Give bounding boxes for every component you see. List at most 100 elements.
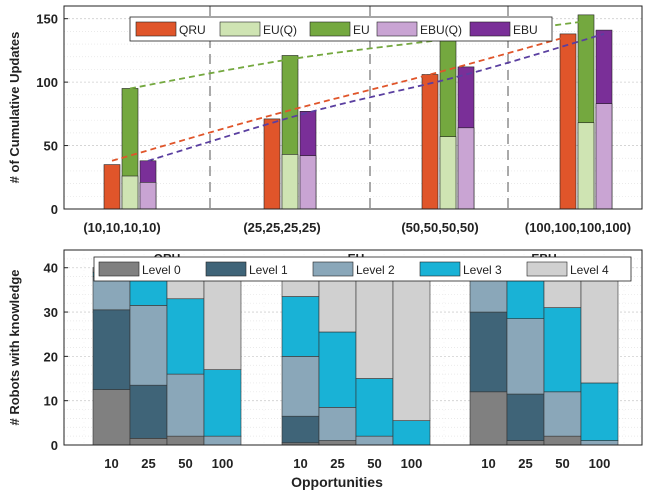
x-tick-label: 10 bbox=[293, 456, 307, 471]
legend-swatch bbox=[469, 21, 511, 37]
stack-segment-level-0 bbox=[166, 435, 205, 446]
stack-segment-level-3 bbox=[392, 420, 431, 446]
stack-segment-level-3 bbox=[543, 307, 582, 393]
stack-segment-level-4 bbox=[392, 267, 431, 421]
stack-segment-level-2 bbox=[543, 391, 582, 437]
legend-swatch bbox=[98, 261, 140, 277]
stack-segment-level-0 bbox=[318, 440, 357, 446]
y-axis-label: # of Cumulative Updates bbox=[7, 32, 22, 184]
plot-frame bbox=[63, 249, 643, 446]
stack-segment-level-2 bbox=[469, 276, 508, 313]
y-tick-label: 50 bbox=[44, 139, 58, 154]
y-axis-label: # Robots with knowledge bbox=[7, 269, 22, 425]
legend-label: Level 3 bbox=[463, 263, 502, 277]
stack-segment-level-1 bbox=[129, 384, 168, 439]
x-tick-label: 10 bbox=[481, 456, 495, 471]
legend-label: QRU bbox=[179, 23, 206, 37]
bar-ebuq bbox=[139, 182, 157, 210]
bar-ebuq bbox=[595, 103, 613, 210]
legend-swatch bbox=[376, 21, 418, 37]
bar-ebuq bbox=[299, 155, 317, 210]
stack-segment-level-3 bbox=[355, 378, 394, 437]
legend-label: Level 2 bbox=[356, 263, 395, 277]
stack-segment-level-4 bbox=[355, 267, 394, 379]
legend-label: EU(Q) bbox=[263, 23, 297, 37]
stack-segment-level-2 bbox=[281, 356, 320, 417]
plot-frame bbox=[63, 5, 643, 210]
bar-qru bbox=[559, 33, 577, 210]
legend-swatch bbox=[219, 21, 261, 37]
stack-segment-level-0 bbox=[469, 391, 508, 446]
legend-swatch bbox=[135, 21, 177, 37]
y-tick-label: 20 bbox=[44, 349, 58, 364]
stack-segment-level-4 bbox=[203, 267, 242, 370]
top-chart: 0 50 100 150 (10,10,10,10) (25,25,25,25) (50,5… bbox=[7, 5, 643, 235]
stack-segment-level-0 bbox=[543, 435, 582, 446]
stack-segment-level-1 bbox=[469, 311, 508, 393]
stack-segment-level-3 bbox=[281, 296, 320, 357]
bottom-chart: QRU102550100EU102550100EBU10255010001020… bbox=[7, 249, 643, 490]
x-tick-label: 25 bbox=[141, 456, 155, 471]
stack-segment-level-0 bbox=[92, 389, 131, 446]
bar-qru bbox=[421, 74, 439, 210]
stack-segment-level-1 bbox=[92, 309, 131, 390]
stack-segment-level-0 bbox=[506, 440, 545, 446]
y-tick-label: 100 bbox=[36, 75, 58, 90]
x-tick-label: 100 bbox=[589, 456, 611, 471]
stack-segment-level-3 bbox=[506, 276, 545, 319]
y-tick-label: 0 bbox=[51, 202, 58, 217]
x-tick-label: 50 bbox=[555, 456, 569, 471]
x-axis-label: Opportunities bbox=[291, 474, 383, 490]
bar-qru bbox=[103, 164, 121, 210]
bar-ebuq bbox=[457, 127, 475, 210]
legend-swatch bbox=[309, 21, 351, 37]
stack-segment-level-2 bbox=[506, 318, 545, 395]
stack-segment-level-2 bbox=[166, 373, 205, 437]
y-tick-label: 10 bbox=[44, 394, 58, 409]
stack-segment-level-2 bbox=[203, 435, 242, 446]
legend-label: Level 1 bbox=[249, 263, 288, 277]
stack-segment-level-2 bbox=[92, 276, 131, 311]
stack-segment-level-2 bbox=[129, 305, 168, 386]
legend-label: Level 4 bbox=[570, 263, 609, 277]
x-tick-label: 50 bbox=[367, 456, 381, 471]
stack-segment-level-3 bbox=[318, 331, 357, 408]
bar-euq bbox=[577, 122, 595, 210]
x-tick-label: (10,10,10,10) bbox=[83, 220, 160, 235]
legend-swatch bbox=[312, 261, 354, 277]
bar-euq bbox=[439, 136, 457, 210]
stack-segment-level-1 bbox=[506, 393, 545, 441]
y-tick-label: 40 bbox=[44, 261, 58, 276]
stack-segment-level-3 bbox=[203, 369, 242, 437]
y-tick-label: 150 bbox=[36, 12, 58, 27]
legend-swatch bbox=[205, 261, 247, 277]
legend-label: EBU bbox=[513, 23, 538, 37]
legend-swatch bbox=[526, 261, 568, 277]
x-tick-label: 25 bbox=[330, 456, 344, 471]
x-tick-label: (25,25,25,25) bbox=[243, 220, 320, 235]
x-tick-label: 100 bbox=[212, 456, 234, 471]
stack-segment-level-3 bbox=[166, 298, 205, 375]
legend-label: Level 0 bbox=[142, 263, 181, 277]
x-tick-label: 25 bbox=[518, 456, 532, 471]
legend-label: EBU(Q) bbox=[420, 23, 462, 37]
stack-segment-level-3 bbox=[580, 382, 619, 441]
stack-segment-level-2 bbox=[355, 435, 394, 446]
trend-line bbox=[147, 33, 605, 162]
x-tick-label: 100 bbox=[401, 456, 423, 471]
y-tick-label: 0 bbox=[51, 438, 58, 453]
legend-label: EU bbox=[353, 23, 370, 37]
x-tick-label: (50,50,50,50) bbox=[401, 220, 478, 235]
bar-euq bbox=[281, 154, 299, 210]
y-tick-label: 30 bbox=[44, 305, 58, 320]
stack-segment-level-4 bbox=[580, 267, 619, 384]
stack-segment-level-2 bbox=[318, 407, 357, 441]
trend-line bbox=[111, 35, 569, 162]
stack-segment-level-0 bbox=[129, 438, 168, 446]
x-tick-label: 50 bbox=[178, 456, 192, 471]
bar-euq bbox=[121, 175, 139, 210]
bar-qru bbox=[263, 118, 281, 210]
x-tick-label: 10 bbox=[104, 456, 118, 471]
stack-segment-level-1 bbox=[281, 415, 320, 444]
